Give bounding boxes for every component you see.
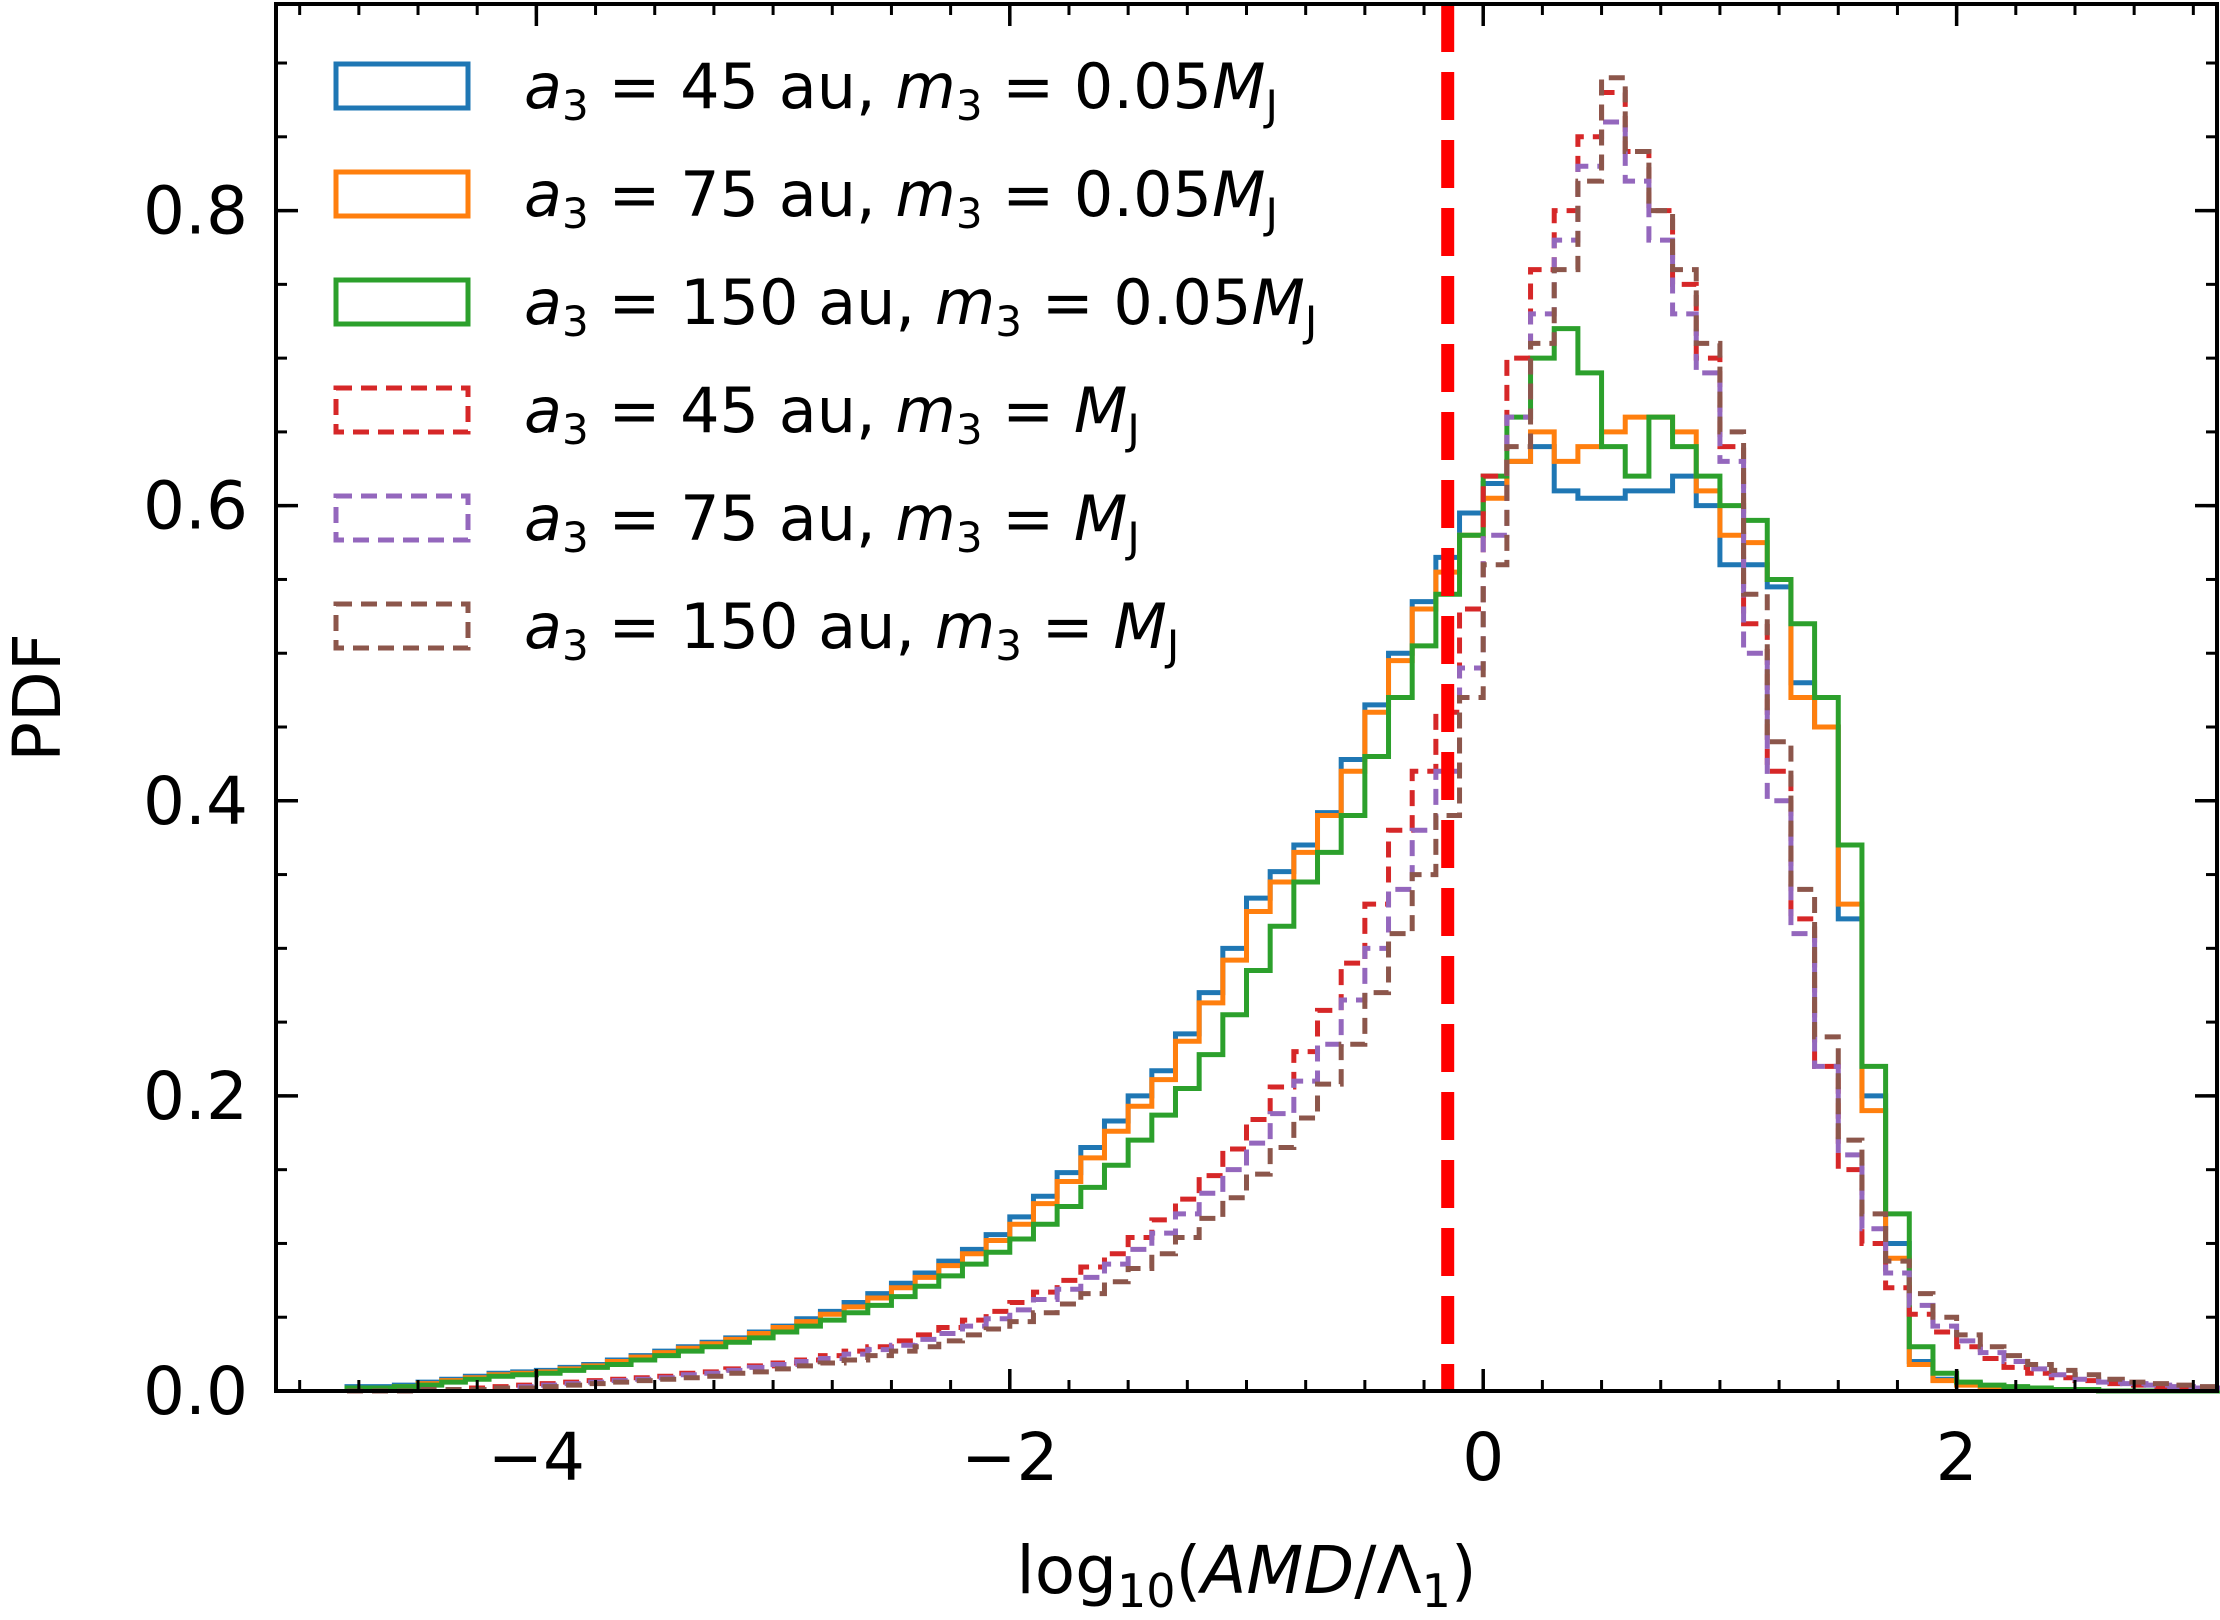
series-line-3 [344, 326, 2220, 1394]
legend-swatch-2 [333, 169, 471, 219]
legend-swatch-4 [333, 385, 471, 435]
x-axis-label: log10(AMD/Λ1) [1016, 1532, 1476, 1618]
ticks-layer: −4 −2 0 2 0.0 0.2 0.4 0.6 0.8 [143, 4, 2217, 1496]
legend-label-6: a3 = 150 au, m3 = MJ [524, 590, 1179, 670]
y-axis-label: PDF [0, 633, 76, 762]
x-tick-label: −4 [488, 1419, 585, 1496]
y-tick-label: 0.2 [143, 1058, 248, 1135]
x-tick-label: 2 [1936, 1419, 1978, 1496]
legend-swatch-3 [333, 277, 471, 327]
legend-swatch-5 [333, 493, 471, 543]
y-tick-label: 0.4 [143, 763, 248, 840]
x-tick-label: −2 [961, 1419, 1058, 1496]
legend-swatch-1 [333, 61, 471, 111]
legend-label-4: a3 = 45 au, m3 = MJ [524, 374, 1140, 454]
legend-label-2: a3 = 75 au, m3 = 0.05MJ [524, 158, 1278, 238]
y-tick-label: 0.0 [143, 1353, 248, 1430]
series-layer [344, 75, 2220, 1394]
legend: a3 = 45 au, m3 = 0.05MJ a3 = 75 au, m3 = … [333, 50, 1317, 670]
y-tick-label: 0.8 [143, 173, 248, 250]
legend-label-1: a3 = 45 au, m3 = 0.05MJ [524, 50, 1278, 130]
legend-label-5: a3 = 75 au, m3 = MJ [524, 482, 1140, 562]
x-tick-label: 0 [1462, 1419, 1504, 1496]
legend-label-3: a3 = 150 au, m3 = 0.05MJ [524, 266, 1317, 346]
legend-swatch-6 [333, 601, 471, 651]
y-tick-label: 0.6 [143, 468, 248, 545]
plot-frame [274, 2, 2219, 1393]
series-line-2 [344, 414, 2220, 1394]
series-line-1 [344, 444, 2220, 1394]
